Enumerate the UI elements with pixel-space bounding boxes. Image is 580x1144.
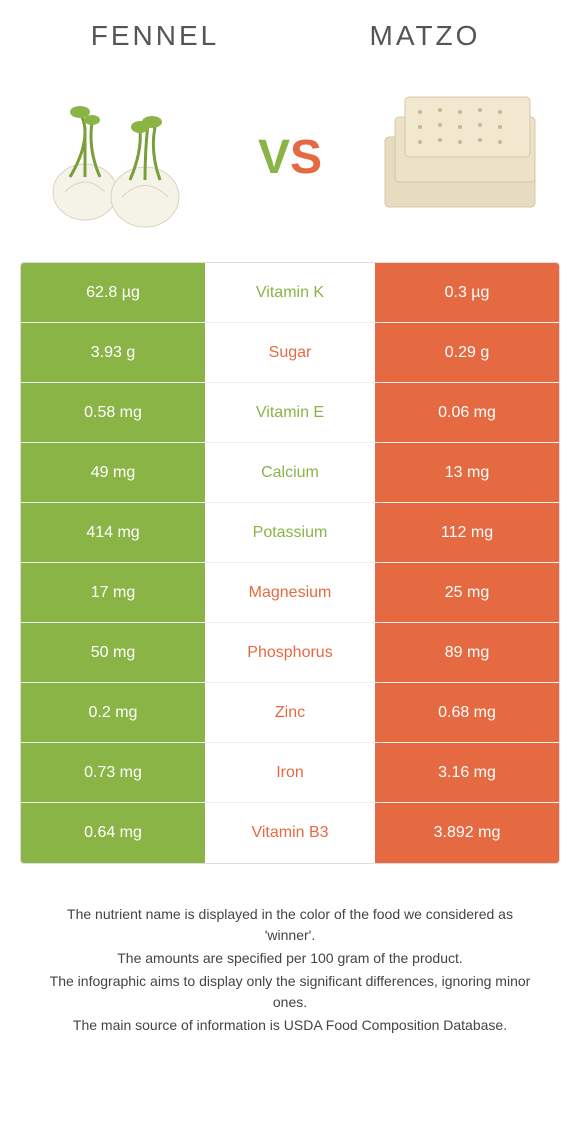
table-row: 49 mgCalcium13 mg: [21, 443, 559, 503]
left-value-cell: 0.73 mg: [21, 743, 205, 802]
infographic-container: FENNEL MATZO: [0, 0, 580, 1058]
vs-v-letter: V: [258, 130, 290, 185]
right-value-cell: 3.892 mg: [375, 803, 559, 863]
nutrient-table: 62.8 µgVitamin K0.3 µg3.93 gSugar0.29 g0…: [20, 262, 560, 864]
left-value-cell: 50 mg: [21, 623, 205, 682]
nutrient-label-cell: Vitamin B3: [205, 803, 375, 863]
right-value-cell: 0.3 µg: [375, 263, 559, 322]
header-row: FENNEL MATZO: [20, 20, 560, 52]
right-value-cell: 13 mg: [375, 443, 559, 502]
nutrient-label-cell: Vitamin E: [205, 383, 375, 442]
right-value-cell: 3.16 mg: [375, 743, 559, 802]
table-row: 62.8 µgVitamin K0.3 µg: [21, 263, 559, 323]
vs-section: VS: [20, 82, 560, 232]
left-value-cell: 49 mg: [21, 443, 205, 502]
footer-line-3: The infographic aims to display only the…: [40, 971, 540, 1013]
footer-line-4: The main source of information is USDA F…: [40, 1015, 540, 1036]
footer-line-2: The amounts are specified per 100 gram o…: [40, 948, 540, 969]
matzo-image: [370, 82, 550, 232]
left-food-title: FENNEL: [20, 20, 290, 52]
matzo-icon: [370, 82, 550, 232]
fennel-icon: [30, 82, 210, 232]
nutrient-label-cell: Zinc: [205, 683, 375, 742]
table-row: 0.58 mgVitamin E0.06 mg: [21, 383, 559, 443]
left-value-cell: 3.93 g: [21, 323, 205, 382]
nutrient-label-cell: Calcium: [205, 443, 375, 502]
table-row: 0.73 mgIron3.16 mg: [21, 743, 559, 803]
nutrient-label-cell: Sugar: [205, 323, 375, 382]
nutrient-label-cell: Potassium: [205, 503, 375, 562]
right-value-cell: 112 mg: [375, 503, 559, 562]
table-row: 0.2 mgZinc0.68 mg: [21, 683, 559, 743]
left-value-cell: 62.8 µg: [21, 263, 205, 322]
table-row: 414 mgPotassium112 mg: [21, 503, 559, 563]
vs-label: VS: [258, 130, 322, 185]
table-row: 17 mgMagnesium25 mg: [21, 563, 559, 623]
left-value-cell: 414 mg: [21, 503, 205, 562]
table-row: 0.64 mgVitamin B33.892 mg: [21, 803, 559, 863]
right-value-cell: 25 mg: [375, 563, 559, 622]
right-value-cell: 89 mg: [375, 623, 559, 682]
left-value-cell: 0.2 mg: [21, 683, 205, 742]
vs-s-letter: S: [290, 130, 322, 185]
right-value-cell: 0.29 g: [375, 323, 559, 382]
nutrient-label-cell: Iron: [205, 743, 375, 802]
left-value-cell: 0.58 mg: [21, 383, 205, 442]
footer-line-1: The nutrient name is displayed in the co…: [40, 904, 540, 946]
nutrient-label-cell: Vitamin K: [205, 263, 375, 322]
nutrient-label-cell: Phosphorus: [205, 623, 375, 682]
table-row: 3.93 gSugar0.29 g: [21, 323, 559, 383]
table-row: 50 mgPhosphorus89 mg: [21, 623, 559, 683]
left-value-cell: 17 mg: [21, 563, 205, 622]
left-value-cell: 0.64 mg: [21, 803, 205, 863]
right-value-cell: 0.06 mg: [375, 383, 559, 442]
right-value-cell: 0.68 mg: [375, 683, 559, 742]
footer-notes: The nutrient name is displayed in the co…: [20, 904, 560, 1036]
fennel-image: [30, 82, 210, 232]
nutrient-label-cell: Magnesium: [205, 563, 375, 622]
right-food-title: MATZO: [290, 20, 560, 52]
